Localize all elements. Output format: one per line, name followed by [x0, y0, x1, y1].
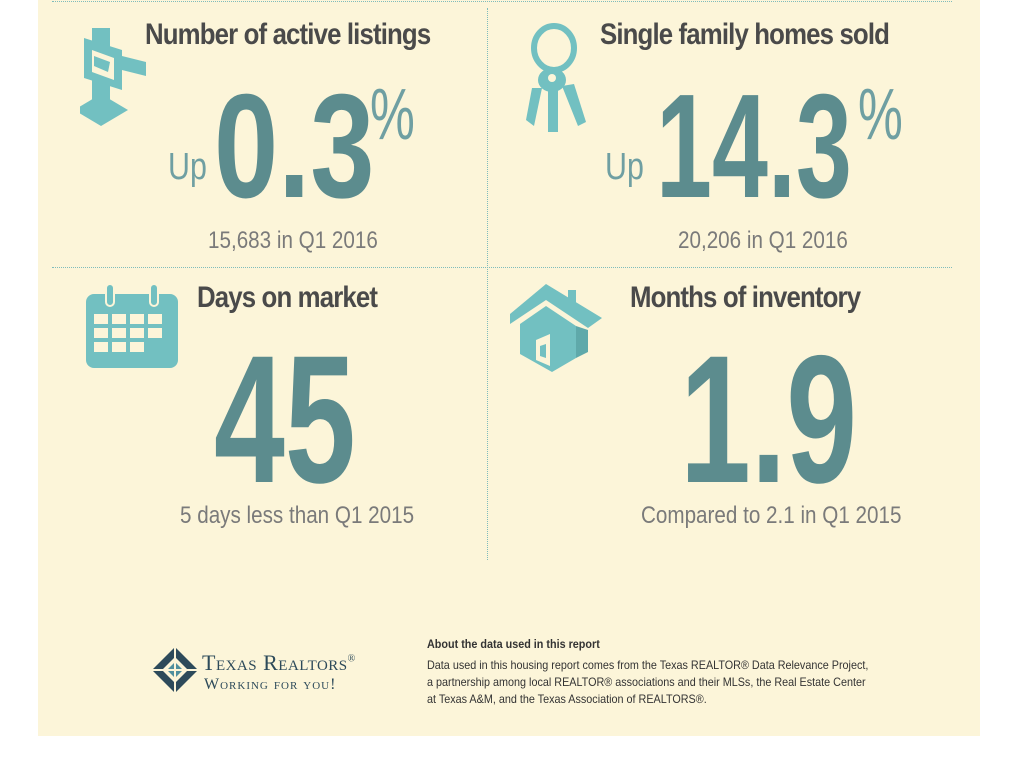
days-on-market-value: 45: [214, 317, 356, 521]
infographic-panel: [38, 0, 980, 736]
logo-tagline: Working for you!: [204, 676, 337, 693]
listings-value: 0.3: [214, 64, 375, 229]
about-line: Data used in this housing report comes f…: [427, 658, 869, 672]
homes-sold-direction: Up: [605, 146, 644, 188]
texas-realtors-logo-icon: [152, 647, 198, 693]
about-line: at Texas A&M, and the Texas Association …: [427, 692, 707, 706]
logo-name: Texas Realtors®: [202, 650, 356, 675]
homes-sold-unit: %: [858, 75, 903, 155]
homes-sold-detail: 20,206 in Q1 2016: [678, 227, 848, 254]
about-data-text: Data used in this housing report comes f…: [427, 657, 869, 708]
for-sale-sign-icon: [80, 28, 146, 126]
keys-icon: [526, 23, 586, 132]
listings-direction: Up: [168, 146, 207, 188]
listings-title: Number of active listings: [145, 18, 431, 51]
center-divider: [487, 8, 488, 560]
middle-divider: [52, 267, 952, 268]
months-inventory-detail: Compared to 2.1 in Q1 2015: [641, 502, 902, 529]
homes-sold-title: Single family homes sold: [600, 18, 890, 51]
homes-sold-value: 14.3: [656, 64, 852, 229]
days-on-market-title: Days on market: [197, 281, 378, 314]
listings-unit: %: [370, 75, 415, 155]
listings-detail: 15,683 in Q1 2016: [208, 227, 378, 254]
top-divider: [52, 1, 952, 2]
house-icon: [510, 284, 602, 372]
days-on-market-detail: 5 days less than Q1 2015: [180, 502, 415, 529]
about-data-heading: About the data used in this report: [427, 637, 600, 651]
calendar-icon: [86, 284, 178, 368]
months-inventory-title: Months of inventory: [630, 281, 861, 314]
about-line: a partnership among local REALTOR® assoc…: [427, 675, 866, 689]
months-inventory-value: 1.9: [680, 317, 858, 521]
